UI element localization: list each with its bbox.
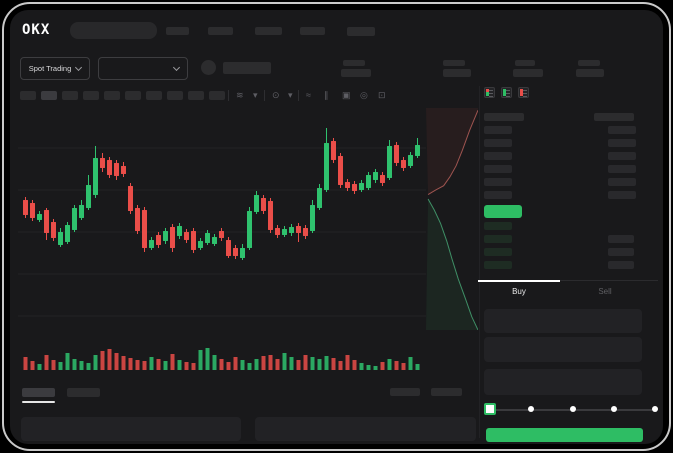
ask-size-block xyxy=(608,178,636,186)
ask-price-block[interactable] xyxy=(484,178,512,186)
tab-buy[interactable]: Buy xyxy=(512,287,526,296)
orderbook-col-header xyxy=(484,113,524,121)
chevron-down-icon xyxy=(75,63,83,72)
timeframe-button[interactable] xyxy=(188,91,204,100)
chevron-down-icon xyxy=(172,63,181,72)
buy-submit-button[interactable] xyxy=(486,428,643,442)
timeframe-button[interactable] xyxy=(209,91,225,100)
timeframe-button[interactable] xyxy=(62,91,78,100)
active-tab-underline xyxy=(478,280,560,282)
spot-trading-label: Spot Trading xyxy=(28,64,72,73)
slider-stop[interactable] xyxy=(610,406,617,412)
pair-name-block xyxy=(223,62,271,74)
ask-price-block[interactable] xyxy=(484,191,512,199)
ask-size-block xyxy=(608,152,636,160)
indicator-icon[interactable]: ≈ xyxy=(306,90,311,100)
stat-label-block xyxy=(443,60,465,66)
toolbar-separator xyxy=(298,90,299,101)
search-input[interactable] xyxy=(70,22,157,39)
ask-price-block[interactable] xyxy=(484,139,512,147)
timeframe-button[interactable] xyxy=(41,91,57,100)
ask-size-block xyxy=(608,165,636,173)
bid-price-block[interactable] xyxy=(484,235,512,243)
nav-item[interactable] xyxy=(255,27,282,35)
panel-divider xyxy=(479,86,480,438)
toolbar-separator xyxy=(228,90,229,101)
amount-field[interactable] xyxy=(484,337,642,362)
bid-size-block xyxy=(608,261,634,269)
draw-icon[interactable]: ∥ xyxy=(324,90,329,100)
ask-price-block[interactable] xyxy=(484,165,512,173)
ask-size-block xyxy=(608,191,636,199)
stat-label-block xyxy=(343,60,365,66)
stat-value-block xyxy=(576,69,604,77)
tabs-divider xyxy=(478,280,658,281)
timeframe-button[interactable] xyxy=(20,91,36,100)
total-field[interactable] xyxy=(484,369,642,395)
tab-sell[interactable]: Sell xyxy=(598,287,612,296)
stat-value-block xyxy=(443,69,471,77)
panel-action-block[interactable] xyxy=(431,388,462,396)
nav-item[interactable] xyxy=(300,27,325,35)
nav-item[interactable] xyxy=(166,27,189,35)
timeframe-button[interactable] xyxy=(125,91,141,100)
active-tab-underline xyxy=(22,401,55,403)
book-bids-view-icon[interactable] xyxy=(501,87,512,98)
timeframe-button[interactable] xyxy=(83,91,99,100)
stat-value-block xyxy=(513,69,543,77)
ask-size-block xyxy=(608,139,636,147)
chevron-down-icon[interactable]: ▾ xyxy=(288,90,293,100)
last-price-badge[interactable] xyxy=(484,205,522,218)
stat-label-block xyxy=(578,60,600,66)
panel-action-block[interactable] xyxy=(390,388,420,396)
book-asks-view-icon[interactable] xyxy=(518,87,529,98)
slider-stop[interactable] xyxy=(569,406,576,412)
slider-stop[interactable] xyxy=(528,406,535,412)
bid-size-block xyxy=(608,248,634,256)
bid-size-block xyxy=(608,235,634,243)
ask-price-block[interactable] xyxy=(484,126,512,134)
coin-icon xyxy=(201,60,216,75)
bid-price-block[interactable] xyxy=(484,222,512,230)
fullscreen-icon[interactable]: ⊡ xyxy=(378,90,386,100)
stat-label-block xyxy=(515,60,535,66)
history-tab[interactable] xyxy=(22,388,55,397)
timeframe-button[interactable] xyxy=(167,91,183,100)
timeframe-button[interactable] xyxy=(104,91,120,100)
spot-trading-dropdown[interactable]: Spot Trading xyxy=(20,57,90,80)
price-field[interactable] xyxy=(484,309,642,333)
history-tab[interactable] xyxy=(67,388,100,397)
bid-price-block[interactable] xyxy=(484,261,512,269)
pair-selector-dropdown[interactable] xyxy=(98,57,188,80)
timeframe-button[interactable] xyxy=(146,91,162,100)
book-split-view-icon[interactable] xyxy=(484,87,495,98)
settings-icon[interactable]: ◎ xyxy=(360,90,368,100)
account-menu[interactable] xyxy=(347,27,375,36)
slider-stop[interactable] xyxy=(652,406,658,412)
candlestick-chart[interactable] xyxy=(18,108,426,376)
ask-price-block[interactable] xyxy=(484,152,512,160)
bid-price-block[interactable] xyxy=(484,248,512,256)
nav-item[interactable] xyxy=(208,27,233,35)
camera-icon[interactable]: ▣ xyxy=(342,90,351,100)
stat-value-block xyxy=(341,69,371,77)
ask-size-block xyxy=(608,126,636,134)
slider-handle[interactable] xyxy=(484,403,496,415)
okx-logo[interactable]: OKX xyxy=(22,22,51,38)
history-panel xyxy=(255,417,476,441)
interval-icon[interactable]: ⊙ xyxy=(272,90,280,100)
toolbar-separator xyxy=(264,90,265,101)
orderbook-col-header xyxy=(594,113,634,121)
depth-chart[interactable] xyxy=(426,108,478,330)
chart-type-icon[interactable]: ≋ xyxy=(236,90,244,100)
chevron-down-icon[interactable]: ▾ xyxy=(253,90,258,100)
history-panel xyxy=(21,417,241,441)
